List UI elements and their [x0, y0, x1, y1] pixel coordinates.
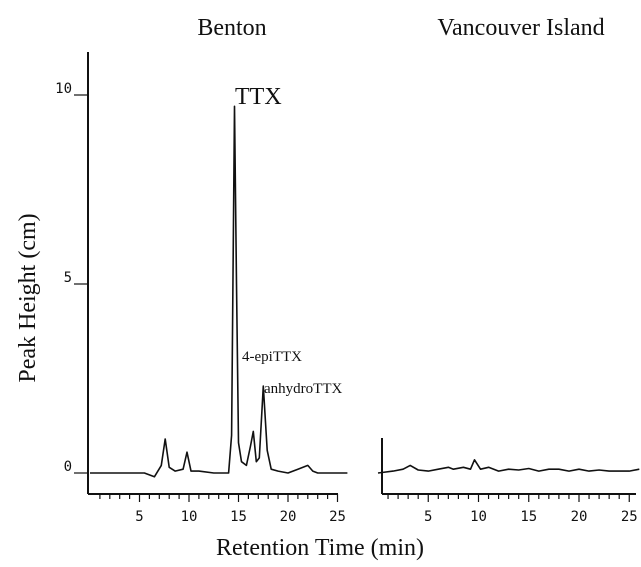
- annotation-ttx: TTX: [235, 84, 282, 110]
- left-ticks: 5 10 15 20 25 0 5 10: [55, 81, 346, 525]
- panel-title-vancouver: Vancouver Island: [437, 15, 604, 41]
- panel-title-benton: Benton: [197, 15, 266, 41]
- x-tick-label: 15: [230, 509, 247, 525]
- right-panel: 5 10 15 20 25: [377, 438, 640, 525]
- x-tick-label: 5: [135, 509, 143, 525]
- y-axis-label: Peak Height (cm): [15, 213, 41, 382]
- left-panel: 5 10 15 20 25 0 5 10 TTX 4-epiTTX anhydroTTX: [55, 52, 348, 525]
- right-ticks: 5 10 15 20 25: [387, 494, 638, 525]
- x-tick-label: 25: [621, 509, 638, 525]
- y-tick-label: 10: [55, 81, 72, 97]
- x-tick-label: 20: [571, 509, 588, 525]
- y-tick-label: 5: [64, 270, 72, 286]
- x-tick-label: 15: [520, 509, 537, 525]
- x-tick-label: 10: [470, 509, 487, 525]
- annotation-anhydrottx: anhydroTTX: [264, 381, 342, 397]
- x-tick-label: 10: [181, 509, 198, 525]
- x-tick-label: 25: [329, 509, 346, 525]
- x-tick-label: 20: [280, 509, 297, 525]
- vancouver-trace: [377, 459, 640, 474]
- y-tick-label: 0: [64, 459, 72, 475]
- x-tick-label: 5: [424, 509, 432, 525]
- annotation-4-epittx: 4-epiTTX: [242, 349, 302, 365]
- x-axis-label: Retention Time (min): [216, 535, 424, 561]
- benton-trace: [90, 105, 348, 478]
